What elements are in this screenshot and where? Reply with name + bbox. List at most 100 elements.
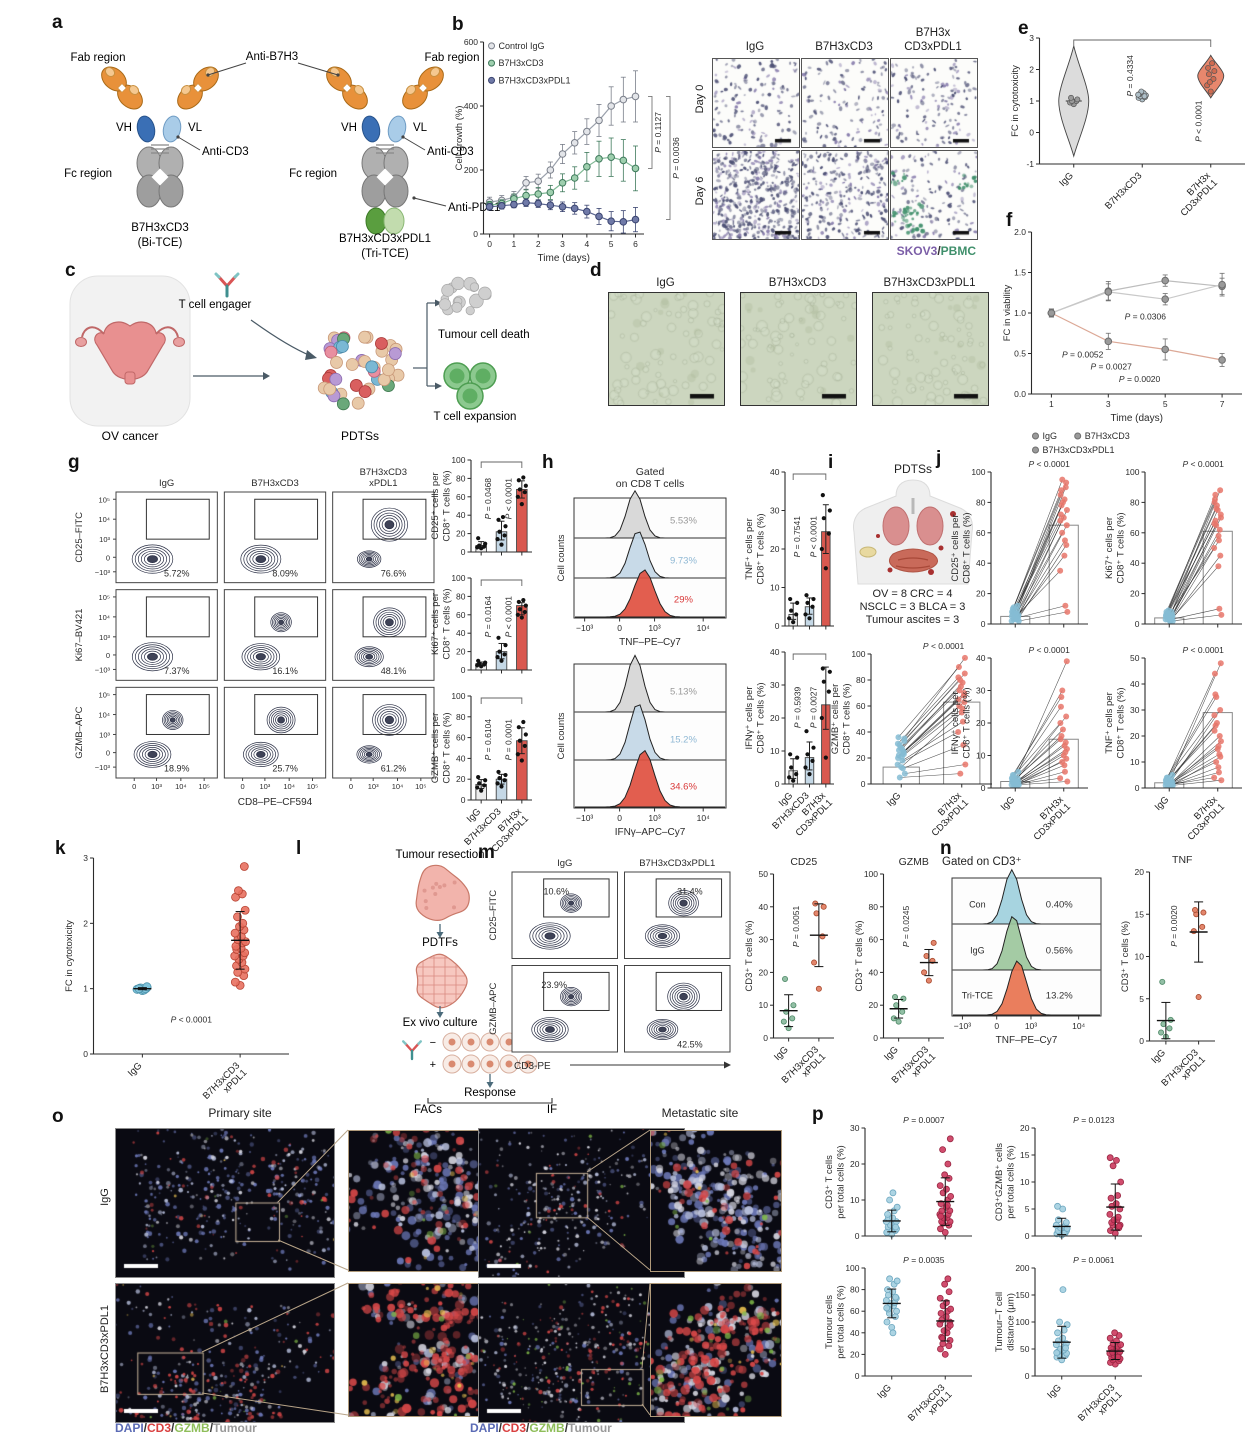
brightfield-tritce bbox=[872, 292, 989, 406]
svg-text:100: 100 bbox=[864, 869, 878, 879]
p-distance-scatter: 0 50 100 150 200 Tumour–T cell distance (µm) P … bbox=[992, 1252, 1150, 1430]
svg-text:CD25⁺ cells per: CD25⁺ cells per bbox=[430, 472, 441, 539]
svg-text:5: 5 bbox=[1139, 994, 1144, 1004]
svg-text:IgG: IgG bbox=[1149, 1047, 1168, 1066]
svg-text:50: 50 bbox=[1020, 1344, 1030, 1354]
svg-text:P = 0.0164: P = 0.0164 bbox=[483, 596, 493, 638]
svg-text:P < 0.0001: P < 0.0001 bbox=[171, 1015, 213, 1025]
svg-text:P < 0.0001: P < 0.0001 bbox=[1183, 459, 1225, 469]
svg-text:0: 0 bbox=[473, 229, 478, 239]
svg-text:10: 10 bbox=[770, 583, 780, 593]
svg-text:30: 30 bbox=[1130, 705, 1140, 715]
p-cd3-scatter: 0 10 20 30 CD3⁺ T cells per total cells (%) P … bbox=[822, 1112, 980, 1252]
dapi-legend-2: DAPI bbox=[470, 1421, 499, 1435]
svg-text:100: 100 bbox=[1015, 1317, 1029, 1327]
svg-text:1: 1 bbox=[83, 984, 88, 994]
cytotoxicity-violin-chart: -1 0 1 2 3 FC in cytotoxicity P = 0.4334 P < 0.… bbox=[1008, 28, 1253, 219]
svg-text:GZMB: GZMB bbox=[899, 856, 929, 868]
pdts-title: PDTSs bbox=[893, 462, 932, 476]
cd3-legend: CD3 bbox=[147, 1421, 172, 1435]
svg-text:40: 40 bbox=[456, 753, 466, 763]
svg-text:P < 0.0001: P < 0.0001 bbox=[1029, 459, 1071, 469]
if-legend-met: DAPI/CD3/GZMB/Tumour bbox=[470, 1421, 612, 1435]
svg-text:10⁵: 10⁵ bbox=[99, 691, 110, 700]
svg-text:10³: 10³ bbox=[99, 730, 110, 739]
svg-text:B7H3xCD3: B7H3xCD3 bbox=[1085, 431, 1130, 441]
svg-text:5.13%: 5.13% bbox=[670, 687, 697, 698]
svg-text:80: 80 bbox=[856, 675, 866, 685]
svg-text:B7H3xCD3xPDL1: B7H3xCD3xPDL1 bbox=[1076, 1382, 1124, 1430]
j-tnf-paired-chart: 0 10 20 30 40 50 TNF⁺ cells per CD8⁺ T cells (%… bbox=[1102, 642, 1250, 843]
svg-text:10⁴: 10⁴ bbox=[697, 623, 710, 633]
svg-text:GZMB⁺ cells per: GZMB⁺ cells per bbox=[830, 684, 841, 754]
svg-text:10³: 10³ bbox=[648, 813, 660, 823]
flow-contour-grid: IgG B7H3xCD3 B7H3xCD3 xPDL1 5.72% 10⁵ 10⁴ 10³ 0−… bbox=[72, 462, 440, 810]
svg-text:Time (days): Time (days) bbox=[538, 253, 590, 264]
svg-text:xPDL1: xPDL1 bbox=[369, 478, 398, 489]
svg-text:P = 0.0036: P = 0.0036 bbox=[671, 137, 681, 179]
svg-text:GZMB–APC: GZMB–APC bbox=[74, 706, 85, 758]
cohort-line-2: NSCLC = 3 BLCA = 3 bbox=[859, 601, 966, 613]
svg-text:GZMB–APC: GZMB–APC bbox=[488, 982, 499, 1034]
svg-text:0: 0 bbox=[775, 779, 780, 789]
svg-text:20: 20 bbox=[770, 544, 780, 554]
svg-text:20: 20 bbox=[976, 718, 986, 728]
svg-text:0: 0 bbox=[106, 749, 110, 758]
micrograph-day6-tritce bbox=[890, 150, 978, 240]
vl-left-label: VL bbox=[188, 122, 203, 134]
svg-text:P = 0.0052: P = 0.0052 bbox=[1062, 350, 1104, 360]
ifng-bar-chart: 0 10 20 30 40 IFNγ⁺ cells per CD8⁺ T cells (%)… bbox=[742, 642, 842, 839]
svg-text:30: 30 bbox=[770, 680, 780, 690]
svg-text:20: 20 bbox=[850, 1159, 860, 1169]
if-legend-primary: DAPI/CD3/GZMB/Tumour bbox=[115, 1421, 257, 1435]
svg-text:P = 0.7541: P = 0.7541 bbox=[792, 516, 802, 558]
svg-text:0: 0 bbox=[83, 1049, 88, 1059]
j-ki67-paired-chart: 0 20 40 60 80 100 Ki67⁺ cells per CD8⁺ T cells … bbox=[1102, 456, 1250, 640]
svg-text:80: 80 bbox=[850, 1285, 860, 1295]
panel-o-label: o bbox=[52, 1106, 64, 1127]
svg-text:FC in cytotoxicity: FC in cytotoxicity bbox=[1010, 65, 1021, 137]
svg-text:IgG: IgG bbox=[1045, 1382, 1064, 1401]
svg-text:16.1%: 16.1% bbox=[272, 666, 298, 676]
svg-text:P < 0.0001: P < 0.0001 bbox=[504, 596, 514, 638]
antibody-schematic: Fab region Anti-B7H3 VH VL Anti-CD3 Fc r… bbox=[64, 51, 500, 260]
svg-text:P = 0.0001: P = 0.0001 bbox=[504, 719, 514, 761]
svg-text:0: 0 bbox=[855, 1231, 860, 1241]
svg-text:40: 40 bbox=[456, 510, 466, 520]
tumour-legend-2: Tumour bbox=[568, 1421, 612, 1435]
svg-text:FC in viability: FC in viability bbox=[1002, 285, 1013, 342]
svg-text:IgG: IgG bbox=[1043, 431, 1058, 441]
svg-text:15: 15 bbox=[1020, 1150, 1030, 1160]
metastatic-site-title: Metastatic site bbox=[661, 1106, 739, 1120]
svg-text:Tumour–T cell: Tumour–T cell bbox=[994, 1292, 1005, 1352]
sep3: / bbox=[209, 1421, 214, 1435]
svg-text:10⁵: 10⁵ bbox=[99, 593, 110, 602]
svg-text:0.56%: 0.56% bbox=[1046, 945, 1073, 956]
sep1: / bbox=[143, 1421, 148, 1435]
svg-text:1: 1 bbox=[1049, 399, 1054, 409]
svg-text:B7H3xCD3: B7H3xCD3 bbox=[1103, 170, 1144, 211]
svg-text:6: 6 bbox=[633, 239, 638, 249]
svg-text:P = 0.0020: P = 0.0020 bbox=[1169, 905, 1179, 947]
svg-text:CD3⁺ T cells (%): CD3⁺ T cells (%) bbox=[854, 920, 865, 991]
skov3-legend: SKOV3 bbox=[896, 244, 938, 258]
svg-text:P = 0.4334: P = 0.4334 bbox=[1125, 55, 1135, 97]
svg-text:0: 0 bbox=[994, 1021, 999, 1031]
svg-text:13.2%: 13.2% bbox=[1046, 990, 1073, 1001]
ki67-bar-chart: 0 20 40 60 80 100 Ki67⁺ cells per CD8⁺ T cells … bbox=[428, 568, 540, 686]
bmicro-row-day0: Day 0 bbox=[694, 84, 706, 114]
bmicro-col-bitce: B7H3xCD3 bbox=[815, 41, 873, 53]
p-tumour-scatter: 0 20 40 60 80 100 Tumour cells per total cells … bbox=[822, 1252, 980, 1430]
svg-text:Cell growth (%): Cell growth (%) bbox=[454, 106, 465, 171]
svg-text:0: 0 bbox=[461, 665, 466, 675]
svg-text:80: 80 bbox=[1130, 497, 1140, 507]
svg-text:P = 0.0061: P = 0.0061 bbox=[1073, 1255, 1115, 1265]
svg-text:10⁵: 10⁵ bbox=[415, 782, 426, 791]
svg-text:60: 60 bbox=[856, 701, 866, 711]
svg-text:Tumour cells: Tumour cells bbox=[824, 1295, 835, 1349]
svg-text:18.9%: 18.9% bbox=[164, 764, 190, 774]
svg-text:CD8⁺ T cells (%): CD8⁺ T cells (%) bbox=[442, 712, 453, 783]
svg-text:CD3-PE: CD3-PE bbox=[514, 1061, 551, 1072]
svg-text:IgG: IgG bbox=[159, 478, 174, 489]
workflow-illustration: T cell engager OV cancer PDTSs Tumour ce… bbox=[69, 272, 530, 443]
